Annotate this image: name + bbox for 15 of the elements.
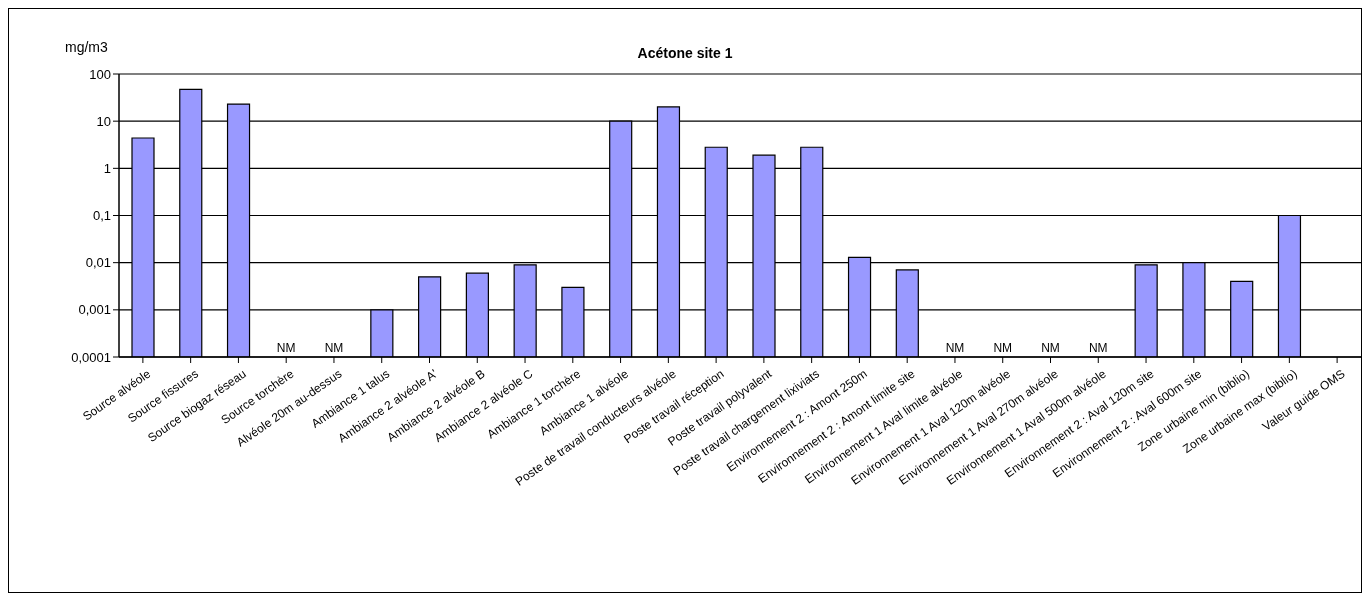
text: NM (276, 341, 296, 355)
y-tick-label: 10 (96, 113, 111, 129)
y-tick-label: 0,01 (85, 255, 111, 271)
text: NM (1041, 341, 1060, 355)
text: NM (945, 341, 965, 355)
y-tick-label: 1 (103, 160, 111, 176)
y-tick-label: 0,1 (92, 208, 111, 224)
text: NM (1088, 341, 1108, 355)
y-tick-label: 0,001 (78, 302, 111, 318)
text: NM (993, 341, 1013, 355)
y-tick-label: 100 (89, 66, 111, 82)
y-tick-label: 0,0001 (71, 349, 111, 365)
text: NM (324, 341, 344, 355)
chart-title: Acétone site 1 (637, 45, 733, 61)
y-axis-title: mg/m3 (65, 39, 108, 55)
